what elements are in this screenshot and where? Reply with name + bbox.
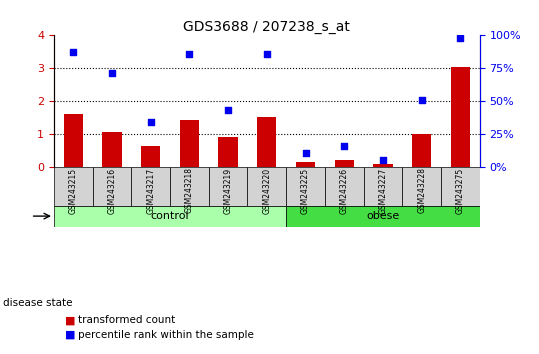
Text: disease state: disease state [3,298,72,308]
Title: GDS3688 / 207238_s_at: GDS3688 / 207238_s_at [183,21,350,34]
Point [340,144,349,149]
Text: control: control [151,211,189,221]
Bar [209,167,247,206]
Bar [247,167,286,206]
Bar [402,167,441,206]
Bar [170,167,209,206]
Bar [54,167,93,206]
Point [262,52,271,57]
Text: GSM243215: GSM243215 [69,167,78,213]
Bar [286,206,480,227]
Text: GSM243226: GSM243226 [340,167,349,213]
Point [378,158,387,163]
Bar [286,167,325,206]
Point [69,50,78,55]
Bar [441,167,480,206]
Text: GSM243225: GSM243225 [301,167,310,213]
Bar [451,67,470,167]
Text: GSM243217: GSM243217 [146,167,155,213]
Bar [141,147,161,167]
Text: GSM243275: GSM243275 [456,167,465,214]
Bar [296,162,315,167]
Point [456,35,465,41]
Bar [179,120,199,167]
Text: ■: ■ [65,330,79,339]
Text: GSM243228: GSM243228 [417,167,426,213]
Point [108,70,116,75]
Point [147,119,155,125]
Bar [257,117,277,167]
Text: obese: obese [367,211,399,221]
Point [185,51,194,57]
Point [301,150,310,156]
Text: GSM243219: GSM243219 [224,167,233,213]
Bar [218,137,238,167]
Bar [64,114,83,167]
Bar [335,160,354,167]
Bar [132,167,170,206]
Text: GSM243216: GSM243216 [107,167,116,213]
Text: GSM243218: GSM243218 [185,167,194,213]
Text: GSM243220: GSM243220 [262,167,271,213]
Bar [93,167,132,206]
Point [224,108,232,113]
Bar [54,206,286,227]
Text: transformed count: transformed count [78,315,175,325]
Text: percentile rank within the sample: percentile rank within the sample [78,330,254,339]
Text: ■: ■ [65,315,79,325]
Bar [325,167,364,206]
Bar [102,132,122,167]
Bar [412,134,431,167]
Bar [373,164,392,167]
Text: GSM243227: GSM243227 [378,167,388,213]
Bar [364,167,402,206]
Point [417,98,426,103]
